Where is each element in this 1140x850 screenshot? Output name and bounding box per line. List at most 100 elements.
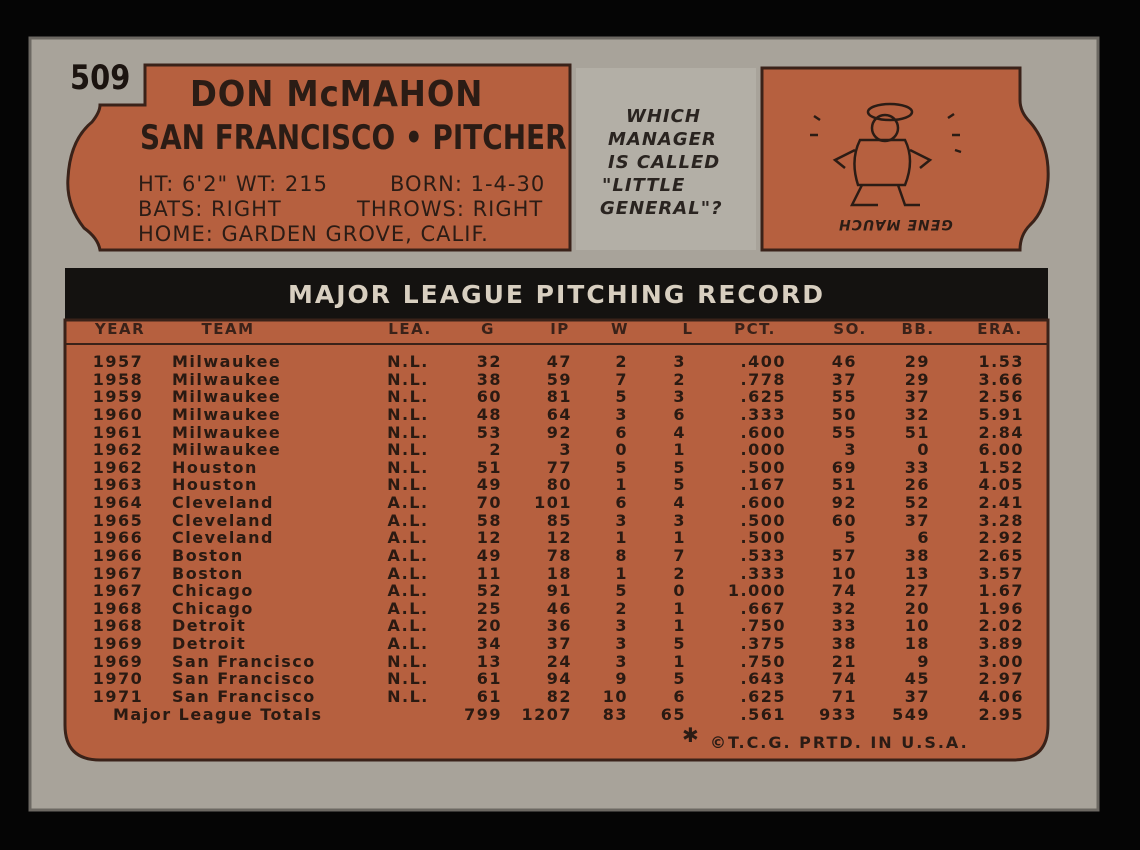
table-cell: 1967 [92,563,144,583]
table-cell: 0 [673,581,686,601]
table-cell: 64 [546,404,572,424]
table-cell: 51 [831,475,857,495]
column-header: PCT. [734,320,776,338]
table-cell: 37 [904,387,930,407]
table-cell: 4 [673,422,686,442]
table-cell: Cleveland [172,510,274,530]
table-cell: .375 [740,634,786,654]
table-cell: 7 [673,545,686,565]
table-cell: 49 [476,475,502,495]
table-cell: 21 [831,651,857,671]
table-cell: 6 [615,422,628,442]
table-cell: 2.56 [978,387,1024,407]
card-number: 509 [70,58,131,98]
table-cell: 1961 [92,422,144,442]
totals-cell: .561 [740,704,786,724]
table-cell: N.L. [387,687,429,706]
table-cell: N.L. [387,651,429,671]
home: HOME: GARDEN GROVE, CALIF. [138,222,489,246]
born: BORN: 1-4-30 [390,172,546,196]
table-cell: 33 [831,616,857,636]
table-cell: 1 [673,598,686,618]
table-cell: N.L. [387,440,429,460]
table-cell: 70 [476,493,502,513]
table-cell: 1958 [92,369,144,389]
table-cell: Milwaukee [172,352,282,371]
table-cell: 1970 [92,669,144,689]
table-cell: A.L. [387,598,429,618]
table-cell: 52 [476,581,502,601]
table-cell: 2 [615,352,628,371]
column-header: LEA. [388,320,432,338]
table-cell: 1 [615,563,628,583]
table-cell: 5 [673,457,686,477]
table-cell: 3 [673,510,686,530]
table-cell: A.L. [387,616,429,636]
table-cell: 5.91 [978,404,1024,424]
table-cell: 60 [476,387,502,407]
column-header: BB. [901,320,935,338]
table-cell: 3 [615,634,628,654]
column-header: L [682,320,694,338]
table-cell: Chicago [172,598,254,618]
table-cell: 58 [476,510,502,530]
table-cell: 101 [534,493,572,513]
table-cell: 0 [615,440,628,460]
table-cell: 46 [546,598,572,618]
table-cell: .500 [740,528,786,548]
table-title: MAJOR LEAGUE PITCHING RECORD [287,280,826,309]
table-cell: 1969 [92,634,144,654]
table-cell: 20 [476,616,502,636]
table-cell: 3.28 [978,510,1024,530]
table-cell: .500 [740,457,786,477]
table-cell: .333 [740,563,786,583]
column-header: SO. [833,320,867,338]
table-cell: 60 [831,510,857,530]
table-cell: 3.00 [978,651,1024,671]
totals-cell: 549 [892,704,930,724]
table-cell: 61 [476,669,502,689]
table-cell: 2.41 [978,493,1024,513]
cartoon-panel [760,66,1050,252]
column-header: YEAR [94,320,146,338]
table-cell: San Francisco [172,669,316,689]
table-cell: .778 [740,369,786,389]
table-cell: 1957 [92,352,144,371]
cartoon [810,102,962,207]
table-cell: Milwaukee [172,404,282,424]
table-cell: 85 [546,510,572,530]
table-cell: 1962 [92,440,144,460]
table-cell: A.L. [387,493,429,513]
table-cell: 47 [546,352,572,371]
table-cell: .600 [740,422,786,442]
table-cell: A.L. [387,528,429,548]
table-cell: N.L. [387,369,429,389]
table-cell: 92 [546,422,572,442]
table-cell: 3 [615,510,628,530]
table-cell: 91 [546,581,572,601]
table-cell: Boston [172,545,244,565]
table-cell: 0 [917,440,930,460]
column-header: W [610,320,630,338]
table-cell: Milwaukee [172,369,282,389]
table-cell: 3.57 [978,563,1024,583]
table-cell: 82 [546,687,572,706]
table-cell: 51 [904,422,930,442]
table-cell: 11 [476,563,502,583]
table-cell: 77 [546,457,572,477]
table-cell: 3 [615,616,628,636]
column-header: ERA. [977,320,1023,338]
table-cell: 74 [831,669,857,689]
table-cell: 5 [615,581,628,601]
quiz-box [576,68,756,250]
table-cell: 32 [476,352,502,371]
table-cell: 37 [831,369,857,389]
table-cell: 1 [673,651,686,671]
table-cell: 46 [831,352,857,371]
table-cell: 37 [904,687,930,706]
table-cell: .625 [740,387,786,407]
table-cell: 1964 [92,493,144,513]
table-cell: .667 [740,598,786,618]
table-cell: 81 [546,387,572,407]
table-cell: 49 [476,545,502,565]
